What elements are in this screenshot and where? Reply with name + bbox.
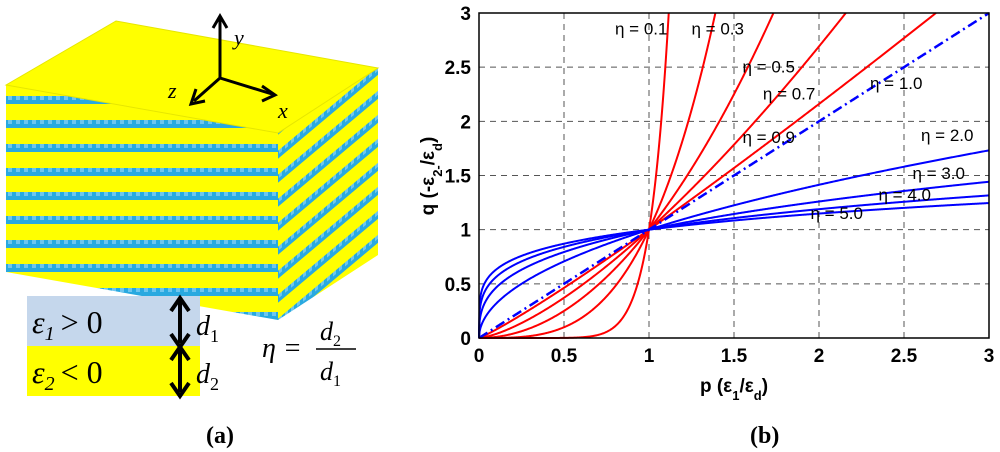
x-tick-label: 1.5 xyxy=(721,346,748,367)
chart: 0 0.5 1 1.5 2 2.5 300.511.522.53 η = 0.1 η = 0.… xyxy=(418,4,994,403)
curve-annotation: η = 2.0 xyxy=(921,126,973,145)
chart-ticks: 0 0.5 1 1.5 2 2.5 3 0 0.5 1 1.5 2 2.5 3 xyxy=(445,4,995,367)
y-label-segment: /ε xyxy=(418,151,439,165)
d2-sub: 2 xyxy=(210,374,219,394)
y-tick-label: 2 xyxy=(460,112,471,133)
x-tick-label: 2.5 xyxy=(891,346,918,367)
eta-definition: η = d2 d1 xyxy=(262,317,356,390)
y-tick-label: 0.5 xyxy=(445,275,472,296)
axis-label-x: x xyxy=(277,98,288,123)
eps2-relation: < 0 xyxy=(61,354,103,390)
eps1-symbol: ε xyxy=(32,304,45,340)
chart-annotations: η = 0.1 η = 0.3 η = 0.5 η = 0.7 η = 0.9 η = 1… xyxy=(615,20,973,223)
axis-label-y: y xyxy=(232,25,244,50)
x-tick-label: 1 xyxy=(644,346,655,367)
curve-annotation: η = 0.5 xyxy=(743,58,795,77)
series-line xyxy=(478,180,990,339)
curve-annotation: η = 0.7 xyxy=(763,85,815,104)
y-tick-label: 1 xyxy=(460,221,471,242)
series-line xyxy=(478,202,990,339)
d2-arrow-bottom xyxy=(169,381,191,400)
x-label-segment: p (ε xyxy=(700,376,732,397)
series-line xyxy=(479,12,775,339)
plot-frame xyxy=(478,12,990,339)
y-tick-label: 0 xyxy=(460,329,471,350)
curve-annotation: η = 0.1 xyxy=(615,20,667,39)
panel-b-label: (b) xyxy=(750,423,779,449)
x-tick-label: 2 xyxy=(814,346,825,367)
stack-front-face xyxy=(6,85,278,320)
x-axis-label: p (ε1/εd) xyxy=(700,376,768,403)
curve-annotation: η = 0.3 xyxy=(692,20,744,39)
y-axis-label: q (-ε2-/εd) xyxy=(418,137,445,216)
z-arrow-head xyxy=(188,88,206,107)
y-axis-label-text: q (-ε2-/εd) xyxy=(418,137,445,216)
eta-lhs: η = xyxy=(262,333,302,364)
y-label-segment: q (-ε xyxy=(418,177,439,216)
y-tick-label: 2.5 xyxy=(445,58,472,79)
x-tick-label: 0.5 xyxy=(551,346,578,367)
series-line xyxy=(478,12,937,339)
d2-arrow-top xyxy=(169,343,191,362)
eta-den-symbol: d xyxy=(320,357,334,386)
y-arrow-head xyxy=(211,13,229,29)
eps1-sub: 1 xyxy=(45,323,55,345)
curve-annotation: η = 5.0 xyxy=(811,204,863,223)
axis-label-z: z xyxy=(167,78,177,103)
curve-annotation: η = 4.0 xyxy=(879,185,931,204)
thickness-arrows xyxy=(169,294,191,400)
series-line xyxy=(478,149,990,339)
eta-num-sub: 2 xyxy=(333,333,341,350)
x-tick-label: 0 xyxy=(474,346,485,367)
x-axis-arrow xyxy=(219,76,273,96)
curve-annotation: η = 1.0 xyxy=(870,74,922,93)
y-tick-label: 3 xyxy=(460,4,471,25)
eta-num-symbol: d xyxy=(320,317,334,346)
x-tick-label: 3 xyxy=(984,346,995,367)
d1-symbol: d xyxy=(196,311,211,342)
y-label-subscript: d xyxy=(430,143,445,151)
coordinate-axes xyxy=(188,13,279,107)
eps2-sub: 2 xyxy=(45,373,55,395)
d1-label: d1 xyxy=(196,311,219,346)
series-line xyxy=(478,11,990,340)
layered-stack xyxy=(4,20,380,320)
eps2-symbol: ε xyxy=(32,354,45,390)
x-label-subscript: 1 xyxy=(732,388,739,403)
series-line xyxy=(478,194,990,339)
d1-arrow-top xyxy=(169,294,191,313)
x-axis-label-text: p (ε1/εd) xyxy=(700,376,768,403)
d2-label: d2 xyxy=(196,359,219,394)
y-tick-label: 1.5 xyxy=(445,167,472,188)
d2-symbol: d xyxy=(196,359,211,390)
layer2-condition: ε2 < 0 xyxy=(32,354,103,395)
stack-side-face xyxy=(278,68,378,320)
series-line xyxy=(478,12,847,339)
layer1-condition: ε1 > 0 xyxy=(32,304,103,345)
x-label-segment: ) xyxy=(762,376,768,397)
eta-numerator: d2 xyxy=(320,317,341,350)
curve-annotation: η = 0.9 xyxy=(743,128,795,147)
x-arrow-head xyxy=(261,84,279,103)
x-label-subscript: d xyxy=(754,388,762,403)
series-line xyxy=(479,12,717,339)
panel-a-label: (a) xyxy=(206,423,234,449)
eta-den-sub: 1 xyxy=(333,373,341,390)
y-label-subscript: 2- xyxy=(430,165,445,177)
layer2-block xyxy=(27,346,200,396)
eta-denominator: d1 xyxy=(320,357,341,390)
eps1-relation: > 0 xyxy=(61,304,103,340)
curve-annotation: η = 3.0 xyxy=(913,164,965,183)
y-label-segment: ) xyxy=(418,137,439,143)
x-label-segment: /ε xyxy=(739,376,753,397)
d1-sub: 1 xyxy=(210,326,219,346)
stack-top-face xyxy=(4,20,380,134)
z-axis-arrow xyxy=(193,76,221,103)
